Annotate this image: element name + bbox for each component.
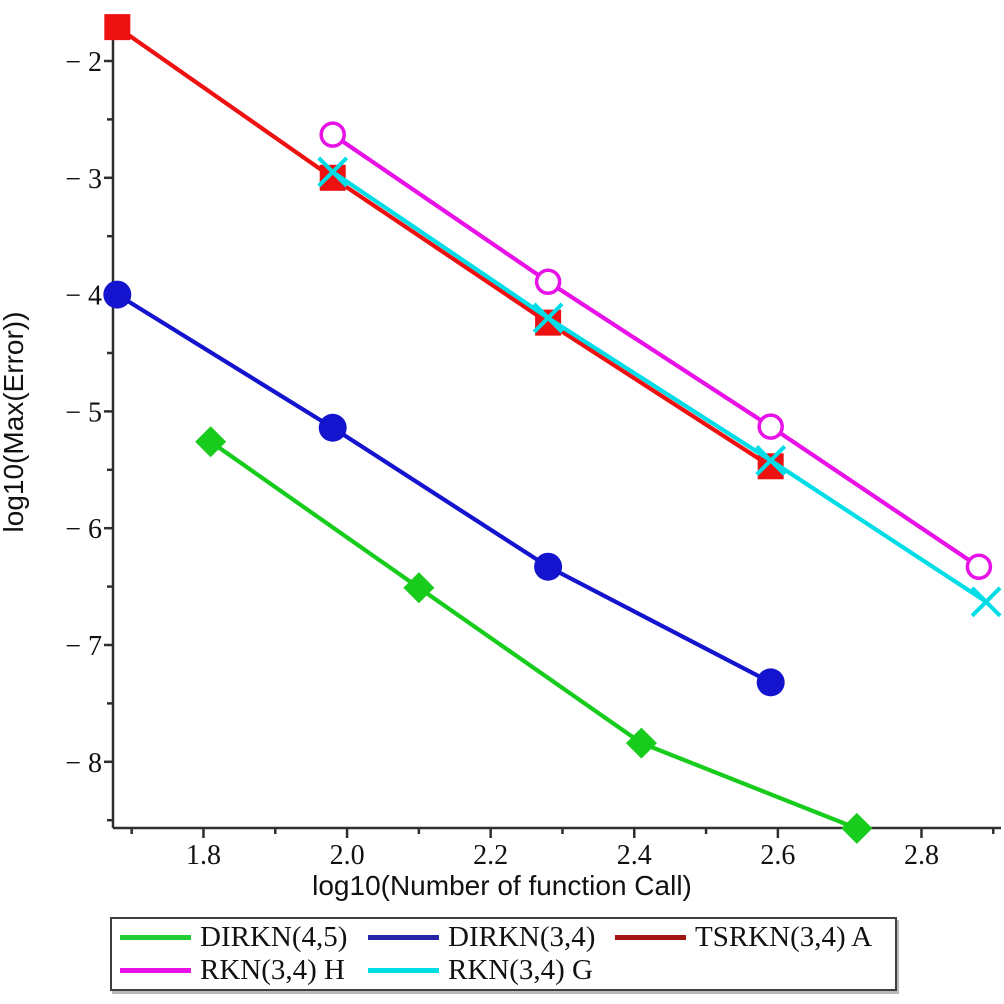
legend: DIRKN(4,5) DIRKN(3,4) TSRKN(3,4) A RKN(3,4)… — [110, 917, 897, 991]
series-line — [116, 292, 772, 685]
legend-item-label: DIRKN(3,4) — [448, 921, 596, 953]
legend-line-sample — [368, 935, 439, 940]
y-tick-label: − 4 — [65, 281, 102, 312]
legend-item: RKN(3,4) H — [120, 954, 368, 987]
y-tick-label: − 3 — [65, 164, 102, 195]
legend-item: DIRKN(4,5) — [120, 921, 368, 954]
data-point-marker — [755, 445, 787, 476]
y-tick-label: − 2 — [65, 47, 102, 78]
data-point-marker — [534, 268, 562, 296]
series-dirkn-3-4 — [103, 280, 785, 697]
y-axis-title: log10(Max(Error)) — [0, 311, 29, 533]
data-point-marker — [841, 812, 873, 844]
y-tick-label: − 6 — [65, 514, 102, 545]
series-rkn-3-4-h — [319, 121, 993, 580]
y-tick-label: − 8 — [65, 748, 102, 779]
x-tick-label: 2.2 — [473, 840, 508, 871]
series-line — [331, 132, 981, 569]
legend-item: TSRKN(3,4) A — [615, 921, 887, 954]
x-axis-title: log10(Number of function Call) — [312, 870, 692, 901]
x-tick-label: 2.4 — [617, 840, 652, 871]
legend-line-sample — [368, 968, 439, 973]
data-point-marker — [195, 426, 227, 458]
data-point-marker — [317, 156, 349, 188]
data-point-marker — [970, 586, 1002, 618]
series-line — [331, 170, 988, 604]
series-dirkn-4-5 — [195, 426, 873, 844]
data-point-marker — [534, 552, 563, 581]
data-point-marker — [103, 280, 132, 309]
data-point-marker — [318, 413, 347, 442]
data-point-marker — [403, 572, 435, 604]
data-point-marker — [756, 668, 785, 697]
data-point-marker — [965, 553, 993, 580]
legend-line-sample — [615, 935, 686, 940]
legend-item-label: RKN(3,4) G — [448, 954, 593, 986]
x-tick-label: 1.8 — [186, 840, 221, 871]
legend-item: RKN(3,4) G — [368, 954, 615, 987]
data-point-marker — [532, 302, 564, 334]
legend-item-label: RKN(3,4) H — [200, 954, 345, 986]
legend-line-sample — [120, 935, 191, 940]
data-point-marker — [104, 14, 131, 41]
x-tick-label: 2.6 — [760, 840, 795, 871]
series-line — [116, 25, 772, 469]
x-tick-label: 2.0 — [330, 840, 365, 871]
data-point-marker — [625, 727, 657, 759]
legend-item-label: TSRKN(3,4) A — [695, 921, 873, 953]
y-tick-label: − 5 — [65, 397, 102, 428]
x-tick-label: 2.8 — [904, 840, 939, 871]
legend-item: DIRKN(3,4) — [368, 921, 615, 954]
legend-item-label: DIRKN(4,5) — [200, 921, 348, 953]
legend-line-sample — [120, 968, 191, 973]
series-line — [209, 440, 858, 831]
data-point-marker — [319, 121, 346, 148]
data-point-marker — [757, 413, 784, 440]
y-tick-label: − 7 — [65, 631, 102, 662]
series-rkn-3-4-g — [317, 156, 1002, 618]
